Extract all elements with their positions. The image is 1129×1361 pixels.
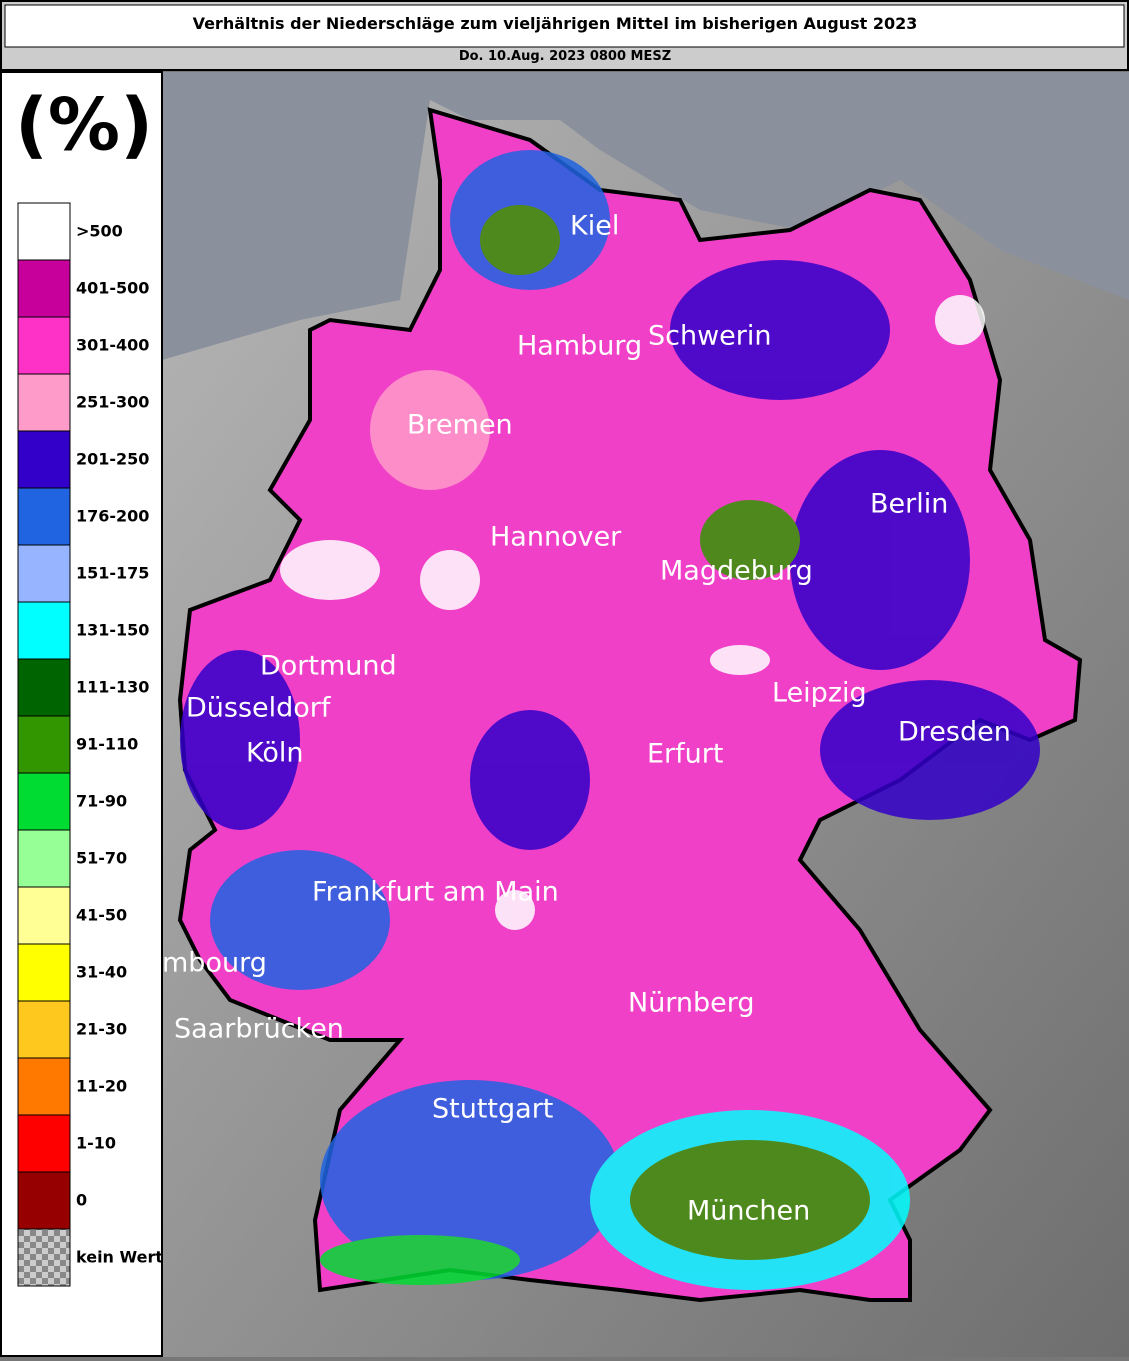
city-label: Schwerin <box>648 321 772 352</box>
city-label: Dresden <box>898 717 1011 748</box>
legend-swatch <box>17 829 71 888</box>
title: Verhältnis der Niederschläge zum vieljäh… <box>193 14 918 33</box>
cities: Kiel Hamburg Schwerin Bremen Berlin Hannover M… <box>162 211 1011 1227</box>
legend-label: 201-250 <box>76 450 149 469</box>
city-label: Hamburg <box>517 331 642 362</box>
city-label: Köln <box>246 738 304 769</box>
legend-swatch <box>17 430 71 489</box>
city-label: Frankfurt am Main <box>312 877 559 908</box>
city-label: mbourg <box>162 948 267 979</box>
legend-label: 11-20 <box>76 1077 127 1096</box>
legend-swatch <box>17 316 71 375</box>
legend-label: 176-200 <box>76 507 149 526</box>
legend-swatch <box>17 259 71 318</box>
legend-label: 71-90 <box>76 792 127 811</box>
city-label: Saarbrücken <box>174 1014 344 1045</box>
legend-swatch <box>17 1171 71 1230</box>
legend-swatch <box>17 373 71 432</box>
legend-label: 111-130 <box>76 678 149 697</box>
legend-unit: (%) <box>15 83 153 167</box>
legend-swatch <box>17 943 71 1002</box>
legend-label: 21-30 <box>76 1020 127 1039</box>
city-label: Hannover <box>490 522 622 553</box>
legend-label: 251-300 <box>76 393 149 412</box>
legend-label: >500 <box>76 222 123 241</box>
city-label: Dortmund <box>260 651 397 682</box>
legend-swatch <box>17 772 71 831</box>
city-label: Stuttgart <box>432 1094 553 1125</box>
legend-label: 401-500 <box>76 279 149 298</box>
subtitle: Do. 10.Aug. 2023 0800 MESZ <box>459 49 671 64</box>
legend-swatch <box>17 601 71 660</box>
legend-label: 301-400 <box>76 336 149 355</box>
legend-swatch <box>17 487 71 546</box>
legend-label: 41-50 <box>76 906 127 925</box>
city-label: München <box>687 1196 810 1227</box>
legend-swatch <box>17 1057 71 1116</box>
legend-swatch <box>17 1228 71 1287</box>
legend-swatch <box>17 658 71 717</box>
legend-swatch <box>17 886 71 945</box>
city-label: Magdeburg <box>660 556 813 587</box>
city-label: Nürnberg <box>628 988 755 1019</box>
legend-swatch <box>17 715 71 774</box>
legend-label: 1-10 <box>76 1134 116 1153</box>
legend-label: 151-175 <box>76 564 149 583</box>
legend-swatch <box>17 1114 71 1173</box>
legend-label: 0 <box>76 1191 87 1210</box>
sea <box>162 72 1129 360</box>
city-label: Berlin <box>870 489 948 520</box>
city-label: Kiel <box>570 211 619 242</box>
precip-patches <box>180 150 1040 1290</box>
city-label: Düsseldorf <box>186 693 332 724</box>
title-box <box>4 4 1125 48</box>
city-label: Erfurt <box>647 739 723 770</box>
legend-label: 131-150 <box>76 621 149 640</box>
legend-swatch <box>17 202 71 261</box>
legend-label: 91-110 <box>76 735 138 754</box>
legend-swatch <box>17 544 71 603</box>
city-label: Leipzig <box>772 678 867 709</box>
legend-swatch <box>17 1000 71 1059</box>
legend: >500 401-500 301-400 251-300 201-250 176-200 1… <box>17 202 163 1287</box>
city-label: Bremen <box>407 410 513 441</box>
legend-label: 51-70 <box>76 849 127 868</box>
legend-label: kein Wert <box>76 1248 163 1267</box>
legend-label: 31-40 <box>76 963 127 982</box>
